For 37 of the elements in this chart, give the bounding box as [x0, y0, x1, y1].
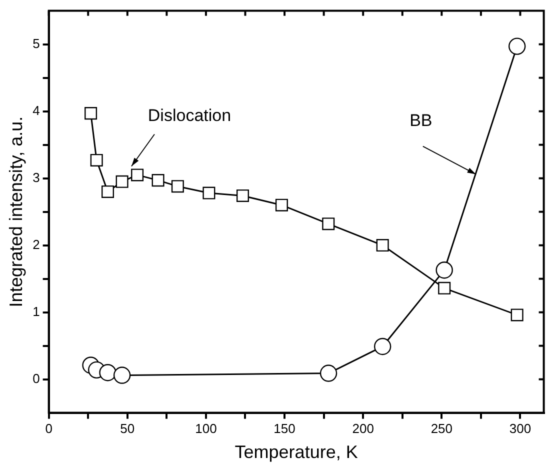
point [102, 185, 114, 198]
x-tick-label: 200 [352, 421, 374, 436]
point [322, 218, 335, 230]
annotation: Dislocation [148, 106, 232, 125]
y-tick-label: 4 [32, 102, 40, 118]
point [320, 364, 338, 382]
y-tick-label: 2 [32, 236, 40, 252]
point [113, 366, 131, 384]
point [508, 38, 526, 55]
x-tick-label: 300 [509, 421, 532, 436]
y-tick-label: 1 [32, 304, 40, 319]
point [236, 189, 249, 202]
point [202, 186, 216, 200]
point [374, 338, 392, 356]
x-axis-title: Temperature, K [234, 442, 358, 462]
x-tick-label: 250 [430, 421, 453, 436]
point [152, 174, 164, 187]
point [438, 282, 451, 294]
point [116, 175, 128, 188]
point [510, 308, 524, 322]
x-tick-label: 100 [195, 421, 217, 436]
point [90, 154, 103, 166]
x-tick-label: 150 [274, 421, 296, 436]
y-tick-label: 0 [32, 370, 40, 386]
point [84, 107, 98, 120]
point [99, 364, 116, 382]
y-tick-label: 3 [32, 170, 40, 185]
x-tick-label: 50 [120, 421, 135, 436]
point [376, 239, 389, 252]
y-tick-label: 5 [32, 36, 40, 51]
point [131, 168, 144, 182]
x-tick-label: 0 [45, 421, 52, 436]
point [171, 180, 184, 193]
y-axis-title: Integrated intensity, a.u. [6, 116, 26, 308]
point [436, 261, 453, 279]
annotation: BB [410, 110, 432, 130]
point [275, 198, 288, 212]
